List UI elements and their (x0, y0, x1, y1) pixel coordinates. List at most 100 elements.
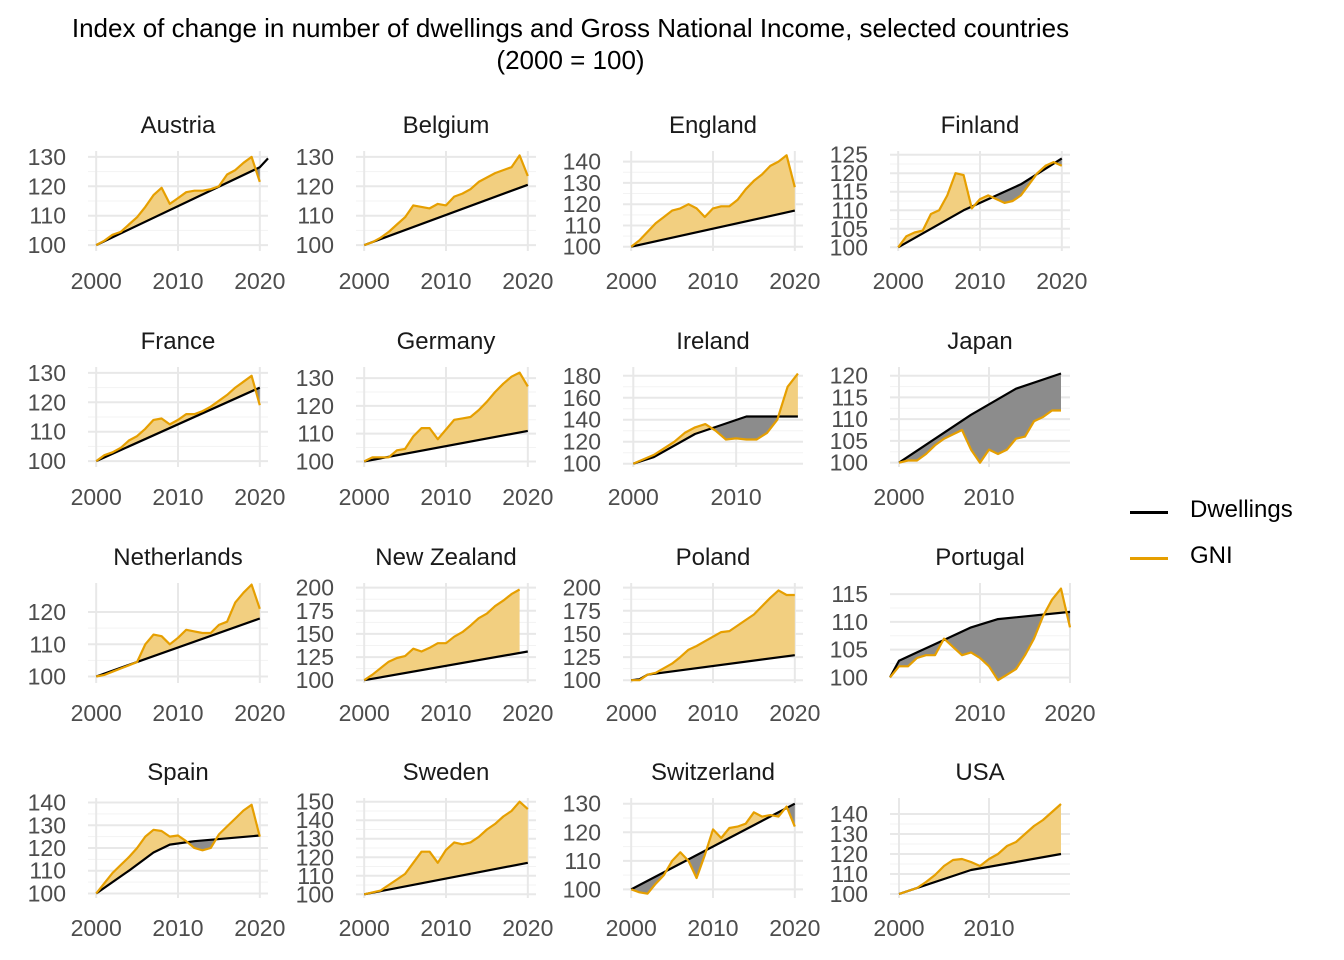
dwellings-line (95, 386, 261, 463)
y-tick-label: 105 (830, 216, 868, 242)
gni-above-area (96, 829, 188, 894)
x-tick-label: 2000 (606, 268, 657, 294)
gni-line (95, 374, 261, 462)
y-tick-label: 110 (29, 631, 66, 657)
legend-label-gni: GNI (1190, 542, 1233, 569)
dwellings-line (95, 834, 260, 895)
y-tick-label: 115 (831, 384, 868, 410)
y-tick-label: 100 (830, 881, 868, 907)
y-tick-label: 140 (28, 790, 66, 816)
panel-title: Poland (676, 544, 751, 571)
gni-line (630, 154, 796, 248)
gni-above-area (631, 155, 795, 247)
y-tick-label: 100 (28, 448, 66, 474)
panel-netherlands: Netherlands 100 110 120 2000 2010 2020 (28, 544, 286, 726)
x-tick-label: 2020 (769, 915, 820, 941)
gni-line (889, 587, 1072, 682)
y-tick-label: 200 (563, 575, 601, 601)
y-tick-label: 100 (28, 664, 66, 690)
gni-line (363, 800, 529, 896)
panel-title: Belgium (403, 112, 490, 139)
y-tick-label: 175 (296, 598, 334, 624)
y-tick-label: 100 (830, 234, 868, 260)
x-tick-label: 2010 (420, 700, 471, 726)
y-tick-label: 120 (563, 429, 601, 455)
y-tick-label: 110 (297, 863, 334, 889)
y-tick-label: 120 (296, 393, 334, 419)
panel-title: Finland (941, 112, 1020, 139)
x-tick-label: 2000 (71, 268, 122, 294)
x-tick-label: 2010 (152, 700, 203, 726)
gni-line (631, 589, 795, 682)
y-tick-label: 130 (296, 144, 334, 170)
y-tick-label: 100 (563, 667, 601, 693)
y-tick-label: 130 (296, 365, 334, 391)
y-tick-label: 100 (563, 876, 601, 902)
gni-line (95, 155, 261, 247)
y-tick-label: 120 (830, 363, 868, 389)
dwellings-line (632, 415, 798, 465)
gni-above-area (364, 801, 528, 895)
x-tick-label: 2020 (1036, 268, 1087, 294)
y-tick-label: 120 (830, 160, 868, 186)
panel-title: France (141, 328, 216, 355)
panel-france: France 100 110 120 130 2000 2010 2020 (28, 328, 286, 510)
y-tick-label: 200 (296, 575, 334, 601)
y-tick-label: 160 (563, 385, 601, 411)
legend-swatch-gni (1130, 557, 1168, 560)
y-tick-label: 125 (296, 644, 334, 670)
x-tick-label: 2010 (152, 484, 203, 510)
panel-title: Portugal (935, 544, 1024, 571)
y-tick-label: 100 (296, 881, 334, 907)
panel-title: Switzerland (651, 759, 775, 786)
dwellings-above-area (711, 415, 779, 440)
y-tick-label: 175 (563, 598, 601, 624)
x-tick-label: 2000 (606, 700, 657, 726)
x-tick-label: 2010 (420, 484, 471, 510)
dwellings-above-area (890, 640, 944, 677)
panel-title: Ireland (676, 328, 749, 355)
dwellings-line (898, 372, 1062, 464)
y-tick-label: 130 (296, 826, 334, 852)
x-tick-label: 2000 (71, 915, 122, 941)
y-tick-label: 105 (830, 428, 868, 454)
y-tick-label: 120 (830, 841, 868, 867)
panel-title: England (669, 112, 757, 139)
y-tick-label: 140 (563, 407, 601, 433)
dwellings-line (363, 183, 529, 247)
y-tick-label: 120 (28, 389, 66, 415)
panel-title: Germany (397, 328, 496, 355)
y-tick-label: 120 (563, 191, 601, 217)
dwellings-line (364, 650, 528, 682)
y-tick-label: 100 (28, 232, 66, 258)
x-tick-label: 2010 (687, 700, 738, 726)
y-tick-label: 100 (563, 234, 601, 260)
x-tick-label: 2010 (687, 915, 738, 941)
gni-line (363, 371, 529, 463)
y-tick-label: 100 (296, 448, 334, 474)
y-tick-label: 120 (28, 173, 66, 199)
gni-above-area (898, 173, 972, 248)
x-tick-label: 2020 (234, 268, 285, 294)
x-tick-label: 2010 (954, 268, 1005, 294)
legend-item-dwellings: Dwellings (1128, 492, 1328, 532)
gni-above-area (899, 804, 1061, 894)
y-tick-label: 130 (28, 812, 66, 838)
panel-title: Sweden (403, 759, 490, 786)
y-tick-label: 100 (563, 451, 601, 477)
y-tick-label: 110 (297, 421, 334, 447)
panel-title: USA (955, 759, 1004, 786)
y-tick-label: 110 (831, 861, 868, 887)
x-tick-label: 2020 (502, 484, 553, 510)
dwellings-line (630, 802, 796, 891)
x-tick-label: 2010 (711, 484, 762, 510)
gni-line (898, 409, 1061, 464)
y-tick-label: 125 (563, 644, 601, 670)
y-tick-label: 110 (564, 212, 601, 238)
y-tick-label: 100 (296, 232, 334, 258)
dwellings-above-area (899, 373, 1061, 463)
legend-label-dwellings: Dwellings (1190, 496, 1293, 523)
